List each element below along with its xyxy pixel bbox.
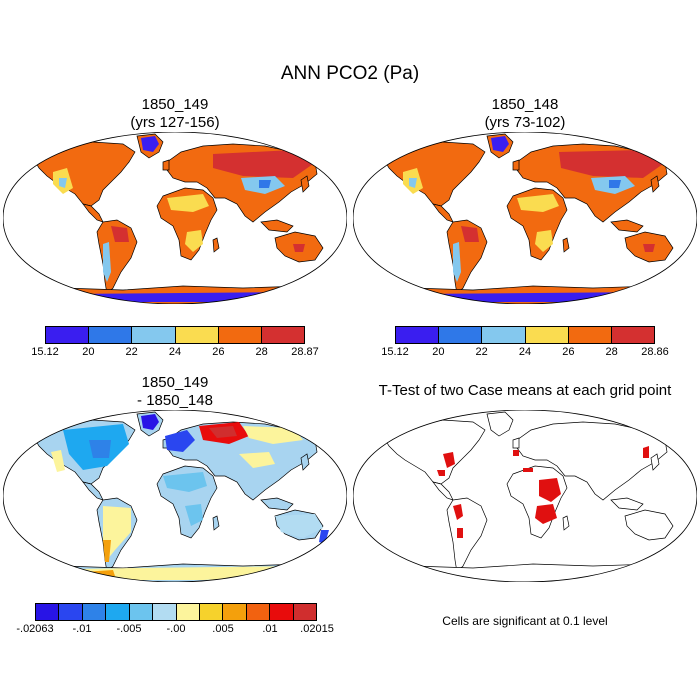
- colorbar-diff-swatch: [246, 604, 271, 620]
- colorbar-diff-tick: .01: [262, 623, 278, 635]
- colorbar-case1-tick: 20: [82, 346, 95, 358]
- colorbar-case1-swatch: [46, 327, 90, 343]
- colorbar-case1-tick: 22: [125, 346, 138, 358]
- colorbar-case2-tick: 15.12: [381, 346, 409, 358]
- colorbar-case1-swatch: [89, 327, 133, 343]
- colorbar-case1-swatch: [175, 327, 219, 343]
- panel-diff-title: 1850_149 - 1850_148: [55, 374, 295, 410]
- colorbar-case2-swatch: [525, 327, 569, 343]
- colorbar-case2-swatch: [396, 327, 440, 343]
- colorbar-case2-tick: 24: [518, 346, 532, 358]
- colorbar-case1-labels: 15.12 20 22 24 26 28 28.87: [31, 346, 319, 362]
- panel-case2-title-line2: (yrs 73-102): [484, 114, 566, 131]
- panel-case2-title-line1: 1850_148: [491, 96, 559, 113]
- colorbar-diff-swatch: [129, 604, 154, 620]
- panel-diff-title-line2: - 1850_148: [137, 392, 213, 409]
- colorbar-case2-tick: 28: [605, 346, 618, 358]
- map-diff: [3, 410, 347, 582]
- ttest-significance-note: Cells are significant at 0.1 level: [442, 614, 608, 628]
- figure-title: ANN PCO2 (Pa): [280, 63, 420, 84]
- colorbar-case2-tick: 26: [562, 346, 575, 358]
- colorbar-diff-tick: -.005: [116, 623, 142, 635]
- panel-diff-title-line1: 1850_149: [141, 374, 209, 391]
- colorbar-case2-swatch: [611, 327, 655, 343]
- colorbar-diff-tick: .02015: [300, 623, 334, 635]
- colorbar-case2: [395, 326, 655, 344]
- colorbar-case2-tick: 22: [475, 346, 488, 358]
- colorbar-case2-tick: 20: [432, 346, 445, 358]
- colorbar-case2-swatch: [439, 327, 483, 343]
- colorbar-case1-tick: 15.12: [31, 346, 59, 358]
- map-ttest: [353, 410, 697, 582]
- colorbar-case2-tick: 28.86: [641, 346, 669, 358]
- colorbar-diff: [35, 603, 317, 621]
- colorbar-diff-tick: -.01: [72, 623, 92, 635]
- map-case1: [3, 132, 347, 304]
- colorbar-case2-swatch: [568, 327, 612, 343]
- colorbar-case1-tick: 28.87: [291, 346, 319, 358]
- panel-ttest-title: T-Test of two Case means at each grid po…: [378, 382, 672, 399]
- colorbar-diff-swatch: [270, 604, 294, 620]
- colorbar-diff-swatch: [293, 604, 317, 620]
- colorbar-diff-tick: -.00: [166, 623, 186, 635]
- colorbar-case1-tick: 26: [212, 346, 225, 358]
- colorbar-case2-labels: 15.12 20 22 24 26 28 28.86: [381, 346, 669, 362]
- colorbar-diff-swatch: [223, 604, 247, 620]
- panel-case1-title-line2: (yrs 127-156): [130, 114, 220, 131]
- colorbar-diff-swatch: [82, 604, 107, 620]
- colorbar-case1-swatch: [261, 327, 305, 343]
- colorbar-case1-tick: 28: [255, 346, 268, 358]
- colorbar-diff-swatch: [59, 604, 83, 620]
- colorbar-diff-tick: .005: [212, 623, 234, 635]
- panel-case2-title: 1850_148 (yrs 73-102): [405, 96, 645, 132]
- colorbar-diff-swatch: [36, 604, 60, 620]
- colorbar-case1: [45, 326, 305, 344]
- colorbar-diff-swatch: [106, 604, 130, 620]
- panel-case1-title-line1: 1850_149: [141, 96, 209, 113]
- colorbar-case2-swatch: [482, 327, 526, 343]
- colorbar-diff-tick: -.02063: [16, 623, 54, 635]
- colorbar-diff-swatch: [176, 604, 200, 620]
- colorbar-case1-tick: 24: [168, 346, 182, 358]
- colorbar-case1-swatch: [218, 327, 262, 343]
- panel-case1-title: 1850_149 (yrs 127-156): [55, 96, 295, 132]
- map-case2: [353, 132, 697, 304]
- colorbar-case1-swatch: [132, 327, 176, 343]
- colorbar-diff-swatch: [153, 604, 177, 620]
- colorbar-diff-labels: -.02063 -.01 -.005 -.00 .005 .01 .02015: [16, 623, 333, 639]
- colorbar-diff-swatch: [199, 604, 224, 620]
